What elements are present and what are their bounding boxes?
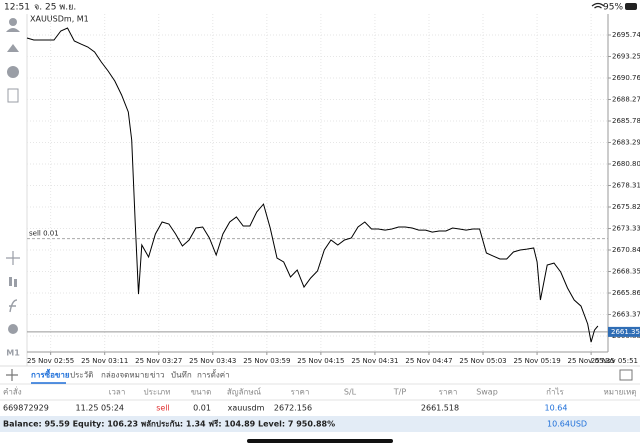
x-tick-label: 25 Nov 05:51 [591, 357, 638, 365]
column-header: คำสั่ง [3, 386, 22, 397]
chart-type-icon[interactable] [9, 277, 12, 286]
toolbar: M1 [6, 18, 20, 358]
account-summary: Balance: 95.59 Equity: 106.23 พลักประกัน… [3, 419, 335, 429]
new-order-icon[interactable] [7, 88, 19, 103]
column-header: T/P [393, 388, 407, 397]
cell-symbol: xauusdm [228, 404, 265, 413]
layout-button[interactable] [619, 369, 633, 381]
y-tick-label: 2665.860 [612, 289, 640, 297]
x-tick-label: 25 Nov 03:27 [135, 357, 182, 365]
column-header: ราคา [439, 388, 458, 397]
y-tick-label: 2678.310 [612, 182, 640, 190]
chat-icon[interactable] [7, 66, 19, 78]
tab[interactable]: การซื้อขาย [31, 369, 70, 380]
battery-icon [625, 3, 637, 10]
status-time: 12:51 [4, 3, 30, 13]
cell-order[interactable]: 669872929 [3, 404, 49, 413]
y-tick-label: 2673.330 [612, 225, 640, 233]
x-tick-label: 25 Nov 03:59 [243, 357, 290, 365]
x-tick-label: 25 Nov 03:11 [81, 357, 128, 365]
x-tick-label: 25 Nov 05:35 [568, 357, 615, 365]
trade-icon[interactable] [7, 44, 19, 52]
y-tick-label: 2683.290 [612, 138, 640, 146]
y-tick-label: 2663.370 [612, 311, 640, 319]
y-tick-label: 2695.740 [612, 31, 640, 39]
account-icon-body [6, 28, 20, 32]
wifi-icon [591, 2, 605, 9]
footer-bar [0, 416, 640, 432]
tab[interactable]: กล่องจดหมาย [101, 371, 149, 380]
account-icon[interactable] [9, 18, 17, 26]
y-tick-label: 2670.840 [612, 246, 640, 254]
current-price-label: 2661.358 [611, 328, 640, 336]
x-tick-label: 25 Nov 04:31 [351, 357, 398, 365]
y-tick-label: 2688.270 [612, 95, 640, 103]
y-tick-label: 2675.820 [612, 203, 640, 211]
tab[interactable]: ข่าว [150, 371, 164, 380]
x-tick-label: 25 Nov 05:03 [459, 357, 506, 365]
currency: USD [570, 420, 587, 429]
total-profit: 10.64 [547, 420, 570, 429]
x-tick-label: 25 Nov 04:47 [405, 357, 452, 365]
tab[interactable]: บันทึก [171, 371, 192, 380]
chart-title: XAUUSDm, M1 [30, 15, 89, 24]
price-line [26, 27, 599, 343]
tab[interactable]: ประวัติ [70, 371, 93, 380]
x-tick-label: 25 Nov 05:19 [513, 357, 560, 365]
x-tick-label: 25 Nov 04:15 [297, 357, 344, 365]
crosshair-icon[interactable] [6, 251, 20, 265]
status-date: จ. 25 พ.ย. [34, 3, 76, 13]
home-indicator [247, 439, 393, 443]
order-label: sell 0.01 [29, 230, 59, 238]
column-header: ประเภท [144, 388, 171, 397]
objects-icon[interactable] [8, 324, 18, 334]
y-tick-label: 2668.350 [612, 268, 640, 276]
y-tick-label: 2680.800 [612, 160, 640, 168]
y-tick-label: 2690.760 [612, 74, 640, 82]
column-header: Swap [476, 388, 498, 397]
y-tick-label: 2685.780 [612, 117, 640, 125]
column-header: หมายเหตุ [604, 388, 637, 397]
cell-time: 11.25 05:24 [76, 404, 125, 413]
column-header: ขนาด [191, 388, 212, 397]
cell-price: 2661.518 [421, 404, 459, 413]
chart-type-icon-bar [14, 279, 17, 287]
current-price-box [608, 326, 640, 337]
cell-open-price: 2672.156 [274, 404, 312, 413]
x-tick-label: 25 Nov 03:43 [189, 357, 236, 365]
column-header: S/L [344, 388, 357, 397]
tab[interactable]: การตั้งค่า [197, 369, 230, 380]
cell-volume: 0.01 [193, 404, 211, 413]
timeframe-button[interactable]: M1 [6, 349, 20, 358]
add-button[interactable] [6, 369, 18, 381]
cell-profit: 10.64 [545, 404, 568, 413]
y-tick-label: 2693.250 [612, 52, 640, 60]
column-header: สัญลักษณ์ [227, 387, 262, 397]
column-header: เวลา [109, 388, 126, 397]
battery-level: 95% [603, 3, 623, 13]
column-header: กำไร [546, 388, 564, 397]
indicator-icon[interactable] [9, 299, 18, 313]
x-tick-label: 25 Nov 02:55 [27, 357, 74, 365]
cell-type: sell [156, 404, 170, 413]
column-header: ราคา [291, 388, 310, 397]
